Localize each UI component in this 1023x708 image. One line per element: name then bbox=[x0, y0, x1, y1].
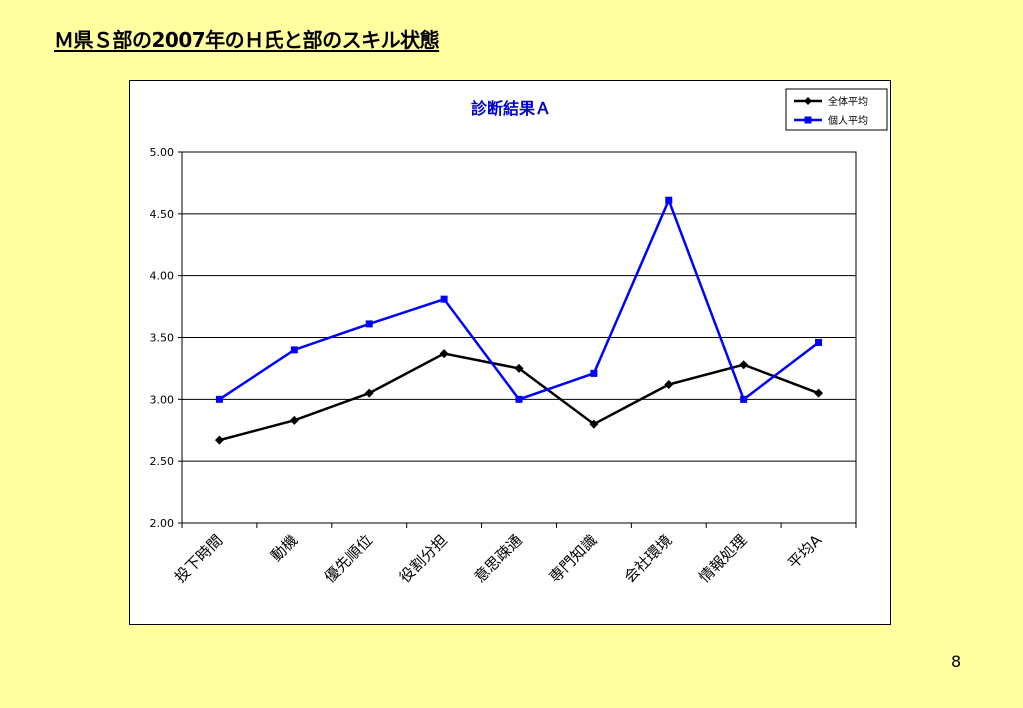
page-number: 8 bbox=[951, 652, 962, 671]
data-point bbox=[514, 363, 524, 373]
data-point bbox=[439, 349, 449, 359]
slide-title: Ｍ県Ｓ部の2007年のＨ氏と部のスキル状態 bbox=[54, 28, 440, 52]
data-point bbox=[590, 369, 598, 377]
y-tick-label: 5.00 bbox=[150, 146, 175, 159]
chart-area: 2.00 2.50 3.00 3.50 4.00 4.50 5.00 投下時間 動機 優先順位 役割… bbox=[129, 80, 891, 625]
data-point bbox=[815, 338, 823, 346]
data-point bbox=[289, 415, 299, 425]
legend-marker bbox=[804, 116, 812, 124]
data-point bbox=[739, 360, 749, 370]
y-tick-label: 4.00 bbox=[150, 270, 175, 283]
data-point bbox=[365, 320, 373, 328]
data-point bbox=[440, 295, 448, 303]
data-point bbox=[215, 395, 223, 403]
x-tick-label: 動機 bbox=[267, 531, 301, 565]
chart-title: 診断結果Ａ bbox=[471, 99, 551, 118]
x-tick-label: 平均A bbox=[784, 531, 826, 573]
legend-marker bbox=[804, 97, 812, 105]
x-tick-label: 会社環境 bbox=[620, 531, 675, 586]
data-point bbox=[589, 419, 599, 429]
data-point bbox=[515, 395, 523, 403]
x-tick-label: 専門知識 bbox=[546, 531, 601, 586]
y-tick-label: 2.00 bbox=[150, 517, 175, 530]
plot-area-border bbox=[181, 151, 857, 524]
data-point bbox=[364, 388, 374, 398]
data-point bbox=[740, 395, 748, 403]
x-tick-label: 情報処理 bbox=[695, 531, 750, 586]
x-tick-label: 役割分担 bbox=[396, 531, 451, 586]
y-tick-label: 3.00 bbox=[150, 393, 175, 406]
data-point bbox=[664, 379, 674, 389]
y-tick-label: 3.50 bbox=[150, 332, 175, 345]
data-point bbox=[290, 346, 298, 354]
y-tick-label: 2.50 bbox=[150, 455, 175, 468]
legend-box bbox=[785, 88, 888, 131]
legend-label: 個人平均 bbox=[828, 114, 868, 127]
x-tick-label: 優先順位 bbox=[321, 531, 376, 586]
y-tick-label: 4.50 bbox=[150, 208, 175, 221]
data-point bbox=[814, 388, 824, 398]
legend-label: 全体平均 bbox=[828, 95, 868, 108]
line-chart: 2.00 2.50 3.00 3.50 4.00 4.50 5.00 投下時間 動機 優先順位 役割… bbox=[150, 88, 888, 586]
data-point bbox=[214, 435, 224, 445]
x-tick-label: 意思疎通 bbox=[471, 531, 526, 586]
x-tick-label: 投下時間 bbox=[171, 531, 226, 586]
data-point bbox=[665, 196, 673, 204]
